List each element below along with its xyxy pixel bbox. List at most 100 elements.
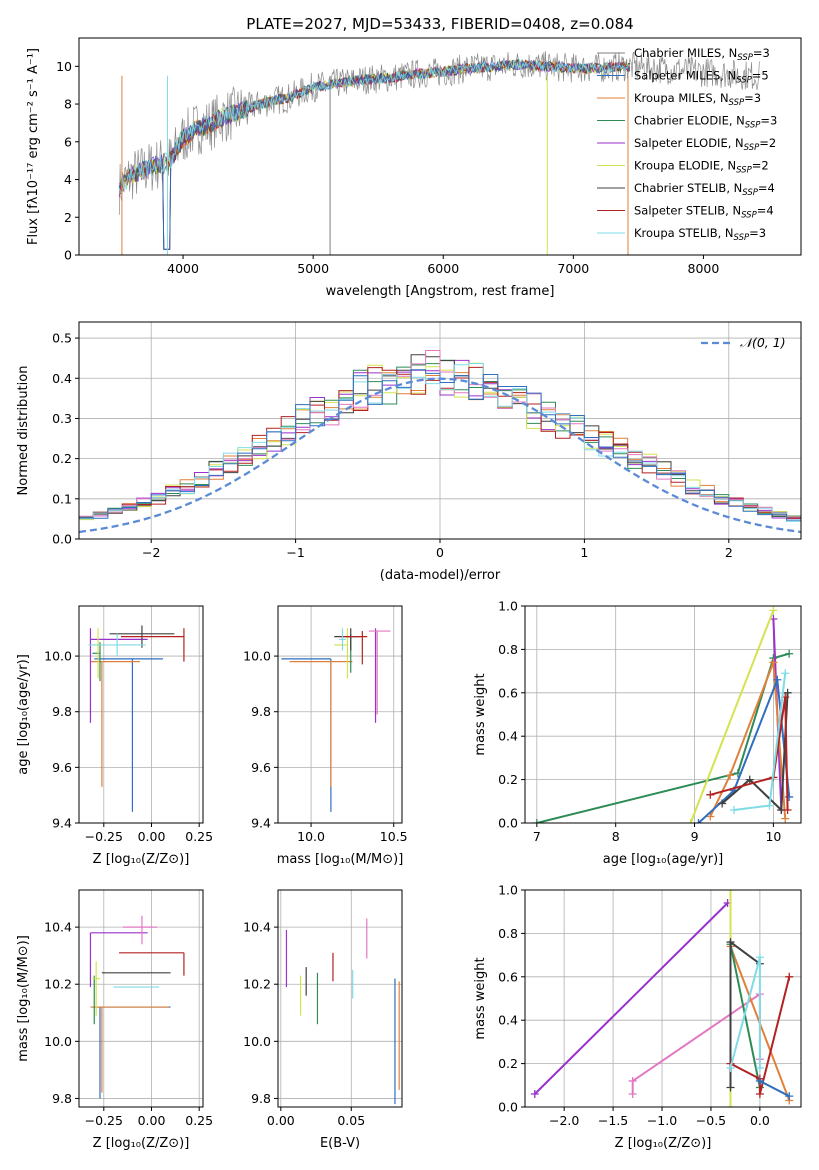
residuals-plot-area (79, 350, 801, 534)
mass-weight-marker-salpeter_elodie (530, 1089, 539, 1098)
mass-weight-marker-kroupa_miles_2 (628, 1089, 637, 1098)
y-tick-label: 0.5 (52, 331, 72, 346)
errorbar-point-kroupa_miles (90, 661, 141, 787)
mass-weight-marker-kroupa_miles (781, 814, 790, 823)
legend-label-salpeter_miles: Salpeter MILES, NSSP=5 (634, 69, 769, 86)
y-tick-label: 6 (64, 134, 72, 149)
errorbar-point-kroupa_elodie (334, 628, 349, 679)
mass-weight-line-chabrier_elodie (536, 652, 790, 823)
legend-label-kroupa_stelib: Kroupa STELIB, NSSP=3 (634, 226, 766, 243)
y-tick-label: 0 (64, 248, 72, 263)
errorbar-point-kroupa_miles (289, 661, 353, 787)
y-tick-label: 0.4 (498, 729, 518, 744)
y-tick-label: 0.8 (498, 642, 518, 657)
x-tick-label: 1 (580, 545, 588, 560)
y-tick-label: 10.0 (44, 1034, 72, 1049)
errorbar-point-salpeter_elodie (89, 932, 148, 988)
mass-weight-marker-chabrier_elodie (532, 819, 541, 823)
y-tick-label: 9.6 (52, 760, 72, 775)
mass-weight-line-salpeter_miles (759, 1080, 790, 1098)
y-tick-label: 10.4 (44, 920, 72, 935)
y-tick-label: 10.2 (243, 977, 271, 992)
residuals-panel: −2 −1 0 1 2 0.0 0.1 0.2 0.3 0.4 0.5 (data-model)/er… (16, 321, 802, 583)
mass-weight-marker-salpeter_stelib (706, 790, 715, 799)
x-tick-label: −0.25 (85, 1113, 123, 1128)
mass-weight-marker-salpeter_miles (773, 675, 782, 684)
x-tick-label: −1 (286, 545, 304, 560)
residuals-xlabel: (data-model)/error (380, 568, 501, 583)
figure-title: PLATE=2027, MJD=53433, FIBERID=0408, z=0… (246, 15, 633, 33)
mass-weight-marker-salpeter_miles (785, 1092, 794, 1101)
mass-weight-marker-kroupa_stelib (755, 1063, 764, 1072)
y-tick-label: 1.0 (498, 883, 518, 898)
mass-weight-marker-kroupa_stelib (781, 669, 790, 678)
y-tick-label: 10.0 (44, 649, 72, 664)
x-tick-label: 0.25 (185, 1113, 213, 1128)
y-tick-label: 0.2 (498, 772, 518, 787)
y-tick-label: 8 (64, 97, 72, 112)
mass_vs_Z-frame (78, 889, 204, 1108)
errorbar-point-salpeter_stelib (340, 631, 368, 665)
mass-weight-marker-kroupa_elodie (686, 819, 695, 823)
x-tick-label: 10.5 (380, 829, 408, 844)
x-tick-label: 7000 (557, 261, 589, 276)
mass_weight_vs_age-plot-area (532, 606, 794, 823)
mass-weight-marker-kroupa_miles_2 (628, 1076, 637, 1085)
mass-weight-line-salpeter_elodie (534, 902, 729, 1095)
y-tick-label: 10 (56, 59, 72, 74)
mass_weight_vs_age-ylabel: mass weight (473, 673, 488, 755)
mass-weight-marker-salpeter_stelib (755, 1089, 764, 1098)
spectrum-ylabel: Flux [fλ10⁻¹⁷ erg cm⁻² s⁻¹ A⁻¹] (26, 48, 41, 245)
age_vs_mass-xlabel: mass [log₁₀(M/M⊙)] (277, 852, 404, 867)
mass_weight_vs_age-panel: 7 8 9 10 0.0 0.2 0.4 0.6 0.8 1.0 age [log₁₀(age/yr… (473, 599, 802, 867)
spectrum-plot-area (118, 51, 760, 255)
x-tick-label: 2 (725, 545, 733, 560)
errorbar-point-kroupa_miles (90, 1006, 169, 1093)
mass-weight-marker-kroupa_elodie (726, 1103, 735, 1107)
mass_weight_vs_Z-frame (524, 889, 802, 1108)
x-tick-label: −0.25 (85, 829, 123, 844)
mass_vs_Z-xlabel: Z [log₁₀(Z/Z⊙)] (93, 1136, 190, 1151)
mass_vs_ebv-frame (277, 889, 403, 1108)
x-tick-label: −1.0 (647, 1113, 677, 1128)
mass-weight-marker-kroupa_stelib (765, 801, 774, 810)
y-tick-label: 10.0 (243, 649, 271, 664)
mass_weight_vs_Z-xlabel: Z [log₁₀(Z/Z⊙)] (615, 1136, 712, 1151)
mass-weight-marker-salpeter_miles (755, 1076, 764, 1085)
age_vs_Z-frame (78, 605, 204, 824)
x-tick-label: 5000 (297, 261, 329, 276)
y-tick-label: 10.4 (243, 920, 271, 935)
mass-weight-marker-kroupa_miles (706, 812, 715, 821)
mass-weight-marker-salpeter_stelib (785, 972, 794, 981)
x-tick-label: 0.05 (337, 1113, 365, 1128)
age_vs_Z-xlabel: Z [log₁₀(Z/Z⊙)] (93, 852, 190, 867)
y-tick-label: 0.2 (52, 451, 72, 466)
x-tick-label: 0.25 (185, 829, 213, 844)
y-tick-label: 2 (64, 210, 72, 225)
spectrum-legend: Chabrier MILES, NSSP=3 Salpeter MILES, NS… (597, 46, 777, 243)
x-tick-label: 4000 (167, 261, 199, 276)
spectrum-line-chabrier_miles (118, 51, 760, 215)
x-tick-label: 10 (765, 829, 781, 844)
age_vs_mass-panel: 10.0 10.5 9.4 9.6 9.8 10.0 mass [log₁₀(M/M⊙)] (243, 605, 408, 867)
legend-label-chabrier_miles: Chabrier MILES, NSSP=3 (634, 46, 770, 63)
age_vs_Z-ylabel: age [log₁₀(age/yr)] (16, 654, 31, 775)
mass-weight-marker-chabrier_stelib (718, 799, 727, 808)
errorbar-point-kroupa_elodie (92, 961, 100, 1016)
x-tick-label: −0.5 (696, 1113, 726, 1128)
mass_vs_ebv-panel: 0.00 0.05 9.8 10.0 10.2 10.4 E(B-V) (243, 889, 403, 1151)
y-tick-label: 9.8 (251, 704, 271, 719)
errorbar-point-salpeter_elodie (89, 628, 148, 723)
age_vs_Z-panel: −0.25 0.00 0.25 9.4 9.6 9.8 10.0 Z [log₁₀(Z/Z⊙)… (16, 605, 213, 867)
legend-label-gaussian: 𝒩(0, 1) (740, 335, 786, 350)
spectrum-panel: 4000 5000 6000 7000 8000 0 2 4 6 8 10 wavelength [A… (26, 37, 802, 299)
mass_vs_Z-ylabel: mass [log₁₀(M/M⊙)] (16, 935, 31, 1062)
mass-weight-marker-kroupa_stelib (726, 1063, 735, 1072)
x-tick-label: 7 (533, 829, 541, 844)
mass-weight-marker-kroupa_stelib (729, 805, 738, 814)
spectrum-xlabel: wavelength [Angstrom, rest frame] (326, 284, 555, 299)
x-tick-label: 0.0 (750, 1113, 770, 1128)
y-tick-label: 9.8 (52, 704, 72, 719)
y-tick-label: 9.4 (251, 816, 271, 831)
spectrum-frame (78, 37, 802, 256)
